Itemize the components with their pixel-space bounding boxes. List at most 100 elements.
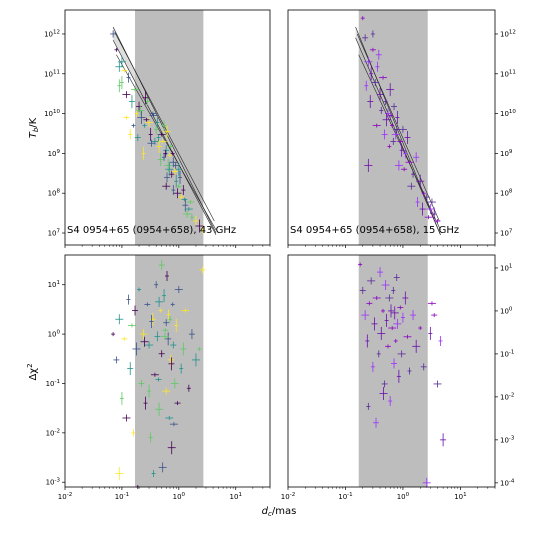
data-point (397, 350, 406, 358)
data-point (137, 110, 146, 124)
data-point (145, 117, 154, 128)
data-point (391, 103, 398, 111)
data-point (136, 101, 143, 112)
data-point (155, 296, 164, 307)
data-point (423, 193, 430, 201)
data-point (428, 326, 433, 340)
data-point (119, 76, 124, 90)
data-point (377, 326, 386, 340)
data-point (412, 339, 421, 353)
data-point (398, 125, 407, 133)
data-point (183, 210, 192, 218)
y-tick-label: 10-3 (46, 478, 61, 487)
panel-annotation: S4 0954+65 (0954+658), 15 GHz (290, 225, 459, 236)
data-point (139, 329, 148, 340)
shaded-band (358, 10, 428, 245)
data-point (149, 314, 154, 328)
data-point (113, 356, 120, 364)
fit-line (116, 54, 217, 231)
panel-top-right-15ghz: 107 108 109 1010 1011 1012 S4 0954+65 (0954+65… (287, 9, 516, 248)
data-point (166, 309, 171, 320)
data-point (165, 162, 174, 176)
data-point (364, 56, 373, 67)
data-point (158, 308, 163, 313)
data-point (117, 79, 122, 93)
data-point (422, 477, 431, 488)
data-point (162, 387, 171, 395)
data-point (411, 170, 416, 178)
data-point (407, 182, 416, 190)
data-point (403, 148, 408, 159)
data-point (174, 318, 179, 332)
data-point (397, 139, 404, 144)
data-point (440, 433, 447, 447)
data-point (379, 75, 388, 80)
y-tick-label: 1010 (44, 109, 60, 118)
x-tick-label: 101 (454, 492, 466, 501)
y-tick-label: 100 (500, 306, 513, 315)
data-point (111, 332, 116, 337)
y-tick-label: 10-2 (500, 392, 514, 401)
panel-bottom-right-delta-chi2: 10-2 10-1 100 101 10-4 10-3 10-2 10-1 100 101 (281, 254, 515, 501)
plot-frame (64, 9, 271, 246)
data-point (405, 160, 414, 165)
data-point (127, 323, 136, 328)
data-point (162, 153, 167, 161)
data-point (401, 167, 408, 172)
data-point (170, 302, 175, 307)
data-point (391, 286, 396, 294)
data-point (394, 160, 403, 171)
shaded-band (135, 10, 204, 245)
y-tick-label: 100 (48, 330, 61, 339)
data-point (431, 313, 438, 318)
data-point (366, 402, 371, 410)
data-point (117, 56, 126, 67)
data-point (421, 191, 426, 196)
data-point (372, 123, 381, 128)
data-point (375, 49, 382, 60)
data-point (391, 129, 400, 140)
data-point (426, 204, 435, 215)
data-point (400, 312, 405, 323)
data-point (388, 304, 395, 318)
axis-labels: Tb/K Δχ2 dc/mas (26, 117, 296, 518)
data-point (386, 83, 395, 97)
data-point (170, 151, 175, 156)
data-point (395, 110, 400, 124)
y-tick-label: 107 (500, 229, 513, 238)
data-point (157, 153, 164, 167)
data-point (372, 295, 381, 300)
data-point (191, 353, 200, 367)
data-point (155, 117, 160, 128)
data-point (402, 291, 409, 305)
data-point (367, 95, 374, 109)
data-point (154, 281, 159, 289)
data-point (384, 313, 389, 327)
data-point (381, 129, 388, 140)
data-point (358, 262, 363, 267)
data-point (377, 88, 384, 102)
data-point (369, 47, 376, 52)
data-point (145, 341, 154, 349)
data-point (131, 429, 136, 437)
data-point (367, 277, 376, 285)
data-point (369, 67, 374, 81)
data-point (373, 417, 380, 428)
y-tick-label: 1012 (44, 29, 60, 38)
data-point (174, 286, 183, 294)
data-point (174, 174, 179, 188)
data-point (149, 113, 158, 118)
data-point (175, 184, 182, 189)
y-tick-label: 10-1 (500, 349, 514, 358)
x-tick-label: 100 (397, 492, 410, 501)
data-point (393, 125, 400, 133)
data-point (144, 302, 151, 307)
data-point (157, 132, 166, 137)
data-point (188, 329, 195, 340)
data-point (123, 115, 130, 120)
y-tick-label: 10-3 (500, 435, 515, 444)
data-point (381, 308, 386, 313)
data-point (164, 158, 173, 172)
data-point (171, 168, 178, 176)
